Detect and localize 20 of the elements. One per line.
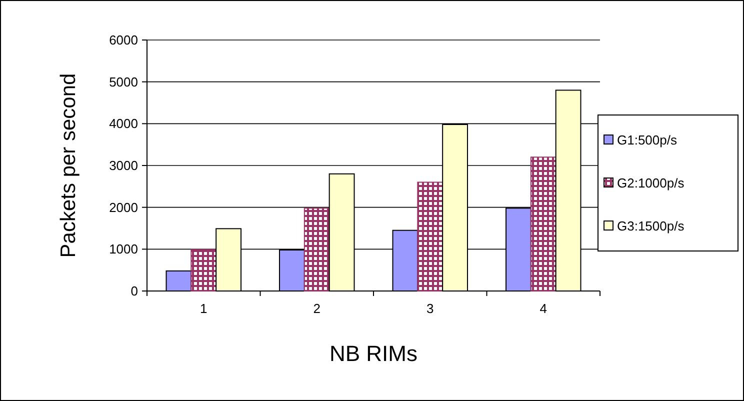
y-tick-label: 0 — [130, 284, 138, 299]
x-axis-title: NB RIMs — [330, 341, 418, 366]
y-axis-title: Packets per second — [57, 73, 80, 258]
legend-label: G1:500p/s — [617, 132, 678, 148]
y-tick-label: 3000 — [109, 158, 138, 174]
bar — [417, 182, 444, 292]
x-tick-label: 3 — [426, 301, 434, 316]
x-tick-label: 2 — [313, 301, 320, 316]
bar — [190, 249, 217, 292]
legend-label: G3:1500p/s — [617, 218, 685, 234]
y-tick-label: 1000 — [109, 242, 138, 257]
legend-label: G2:1000p/s — [617, 176, 685, 191]
x-tick-label: 4 — [540, 301, 547, 316]
y-tick-label: 5000 — [109, 74, 138, 90]
bar — [530, 156, 556, 292]
y-tick-label: 2000 — [109, 200, 138, 215]
bar — [304, 208, 330, 292]
x-tick-label: 1 — [200, 301, 208, 316]
y-tick-label: 6000 — [109, 32, 138, 48]
y-tick-label: 4000 — [109, 116, 138, 132]
